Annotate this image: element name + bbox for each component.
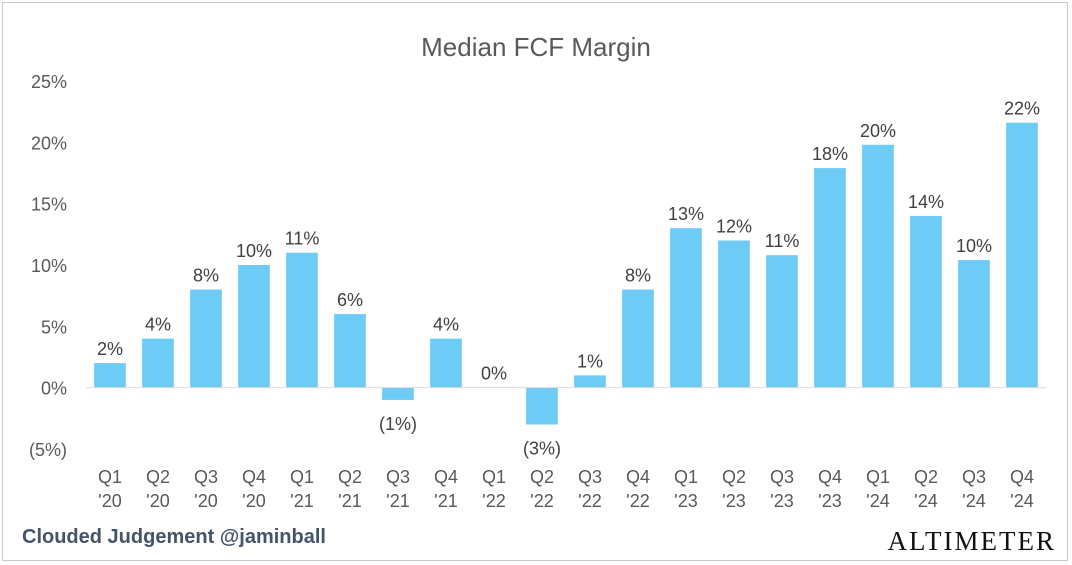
x-tick-label-quarter: Q3 (770, 467, 794, 487)
x-tick-label-quarter: Q3 (386, 467, 410, 487)
data-label: (1%) (379, 414, 417, 434)
y-tick-label: 15% (31, 195, 67, 215)
y-tick-label: 5% (41, 317, 67, 337)
bar-chart: Median FCF Margin 25% 20% 15% 10% 5% 0% (5%) 2… (29, 32, 1046, 511)
y-tick-label: 20% (31, 133, 67, 153)
data-label: (3%) (523, 438, 561, 458)
x-tick-label-quarter: Q2 (146, 467, 170, 487)
data-labels: 2% 4% 8% 10% 11% 6% (1%) 4% 0% (3%) 1% 8% 13% 12% 11% 1… (97, 99, 1040, 459)
x-tick-label-quarter: Q1 (482, 467, 506, 487)
data-label: 4% (433, 315, 459, 335)
x-tick-label-quarter: Q4 (818, 467, 842, 487)
x-tick-label-year: '21 (386, 491, 409, 511)
footer-attribution: Clouded Judgement @jaminball (22, 526, 326, 548)
bar (814, 168, 846, 388)
x-tick-label-quarter: Q4 (242, 467, 266, 487)
bar (622, 289, 654, 388)
y-tick-label: 25% (31, 72, 67, 92)
bar (94, 363, 126, 388)
x-tick-label-quarter: Q4 (434, 467, 458, 487)
x-tick-label-year: '21 (434, 491, 457, 511)
x-tick-label-year: '22 (578, 491, 601, 511)
bar (1006, 122, 1038, 388)
x-tick-label-quarter: Q1 (290, 467, 314, 487)
data-label: 11% (285, 229, 320, 249)
x-tick-label-year: '22 (530, 491, 553, 511)
data-label: 10% (956, 236, 992, 256)
bar (334, 314, 366, 388)
x-tick-label-year: '20 (242, 491, 265, 511)
bar (526, 387, 558, 425)
x-tick-label-year: '24 (1010, 491, 1033, 511)
x-axis: Q1 '20 Q2 '20 Q3 '20 Q4 '20 Q1 '21 Q2 '21 Q3 '21 Q4 '21… (98, 467, 1034, 511)
data-label: 22% (1004, 99, 1040, 119)
x-tick-label-year: '23 (770, 491, 793, 511)
x-tick-label-year: '24 (914, 491, 937, 511)
y-tick-label: (5%) (29, 440, 67, 460)
x-tick-label-year: '21 (338, 491, 361, 511)
data-label: 18% (812, 144, 848, 164)
data-label: 20% (860, 121, 896, 141)
x-tick-label-quarter: Q2 (914, 467, 938, 487)
data-label: 13% (668, 204, 704, 224)
x-tick-label-quarter: Q4 (1010, 467, 1034, 487)
x-tick-label-quarter: Q2 (722, 467, 746, 487)
x-tick-label-year: '20 (98, 491, 121, 511)
data-label: 8% (193, 266, 219, 286)
data-label: 0% (481, 364, 507, 384)
bar (430, 338, 462, 388)
bar (958, 260, 990, 388)
bar (286, 252, 318, 388)
bar (910, 215, 942, 388)
x-tick-label-quarter: Q4 (626, 467, 650, 487)
data-label: 6% (337, 290, 363, 310)
bar (766, 255, 798, 388)
x-tick-label-year: '21 (290, 491, 313, 511)
data-label: 10% (236, 241, 272, 261)
x-tick-label-year: '23 (674, 491, 697, 511)
bar (142, 338, 174, 388)
bar (190, 289, 222, 388)
y-axis: 25% 20% 15% 10% 5% 0% (5%) (29, 72, 67, 460)
data-label: 11% (765, 231, 800, 251)
data-label: 14% (908, 192, 944, 212)
x-tick-label-quarter: Q3 (194, 467, 218, 487)
y-tick-label: 10% (31, 256, 67, 276)
data-label: 8% (625, 266, 651, 286)
data-label: 2% (97, 339, 123, 359)
bar (718, 240, 750, 388)
bar (238, 265, 270, 388)
data-label: 4% (145, 315, 171, 335)
x-tick-label-year: '23 (818, 491, 841, 511)
x-tick-label-quarter: Q1 (674, 467, 698, 487)
bar (862, 144, 894, 388)
data-label: 12% (716, 216, 752, 236)
x-tick-label-quarter: Q1 (866, 467, 890, 487)
x-tick-label-year: '23 (722, 491, 745, 511)
x-tick-label-year: '20 (146, 491, 169, 511)
x-tick-label-quarter: Q3 (962, 467, 986, 487)
bar (574, 375, 606, 388)
bars (94, 122, 1038, 425)
x-tick-label-year: '22 (626, 491, 649, 511)
x-tick-label-quarter: Q2 (338, 467, 362, 487)
bar (670, 228, 702, 388)
chart-title: Median FCF Margin (421, 32, 651, 62)
bar (382, 387, 414, 400)
data-label: 1% (577, 351, 603, 371)
x-tick-label-quarter: Q2 (530, 467, 554, 487)
x-tick-label-quarter: Q1 (98, 467, 122, 487)
x-tick-label-year: '24 (962, 491, 985, 511)
x-tick-label-quarter: Q3 (578, 467, 602, 487)
x-tick-label-year: '24 (866, 491, 889, 511)
x-tick-label-year: '22 (482, 491, 505, 511)
y-tick-label: 0% (41, 379, 67, 399)
altimeter-logo: ALTIMETER (887, 526, 1056, 556)
x-tick-label-year: '20 (194, 491, 217, 511)
